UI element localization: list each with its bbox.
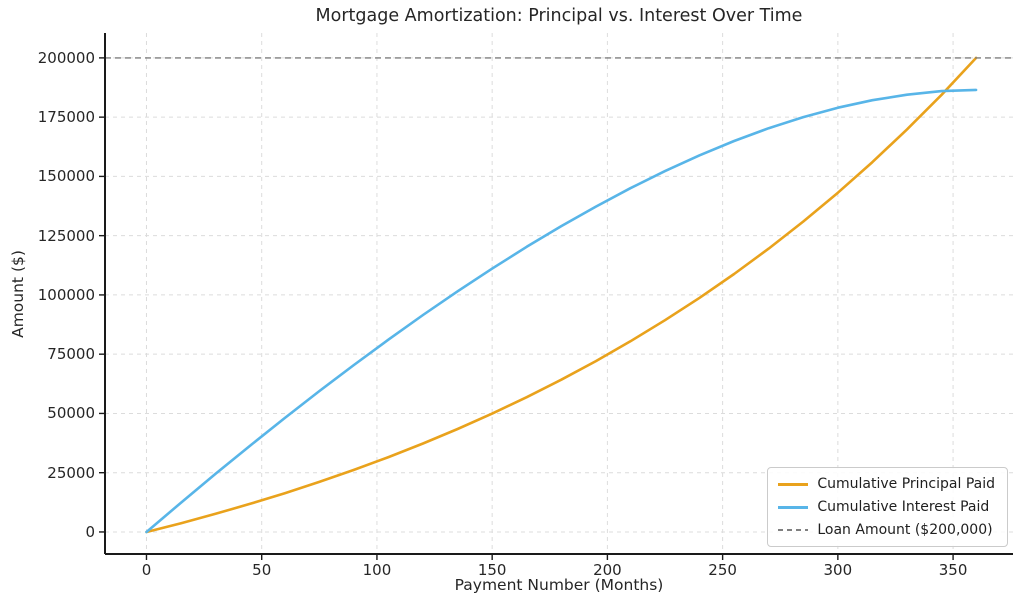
legend-label: Cumulative Principal Paid [817,476,995,492]
y-tick-label: 75000 [47,345,95,364]
legend-label: Cumulative Interest Paid [817,499,990,515]
y-tick-label: 0 [85,522,95,541]
legend-label: Loan Amount ($200,000) [817,522,993,538]
y-tick-label: 50000 [47,404,95,423]
x-axis-label: Payment Number (Months) [454,576,664,594]
x-tick-label: 100 [362,561,392,579]
y-tick-label: 150000 [37,167,95,186]
x-tick-label: 250 [708,561,737,579]
interest-line [145,88,978,534]
legend: Cumulative Principal Paid Cumulative Int… [767,467,1008,547]
x-tick-label: 300 [823,561,853,579]
y-tick-label: 200000 [37,48,95,67]
y-tick-label: 100000 [37,285,95,304]
y-tick-label: 25000 [47,463,95,482]
x-tick-label: 50 [252,561,272,579]
y-axis-label: Amount ($) [9,250,27,338]
legend-entry-loan-amount: Loan Amount ($200,000) [778,521,995,539]
principal-line-swatch-icon [778,482,809,486]
x-tick-label: 0 [141,561,152,579]
legend-entry-interest: Cumulative Interest Paid [778,498,995,516]
chart-title: Mortgage Amortization: Principal vs. Int… [315,6,803,26]
legend-entry-principal: Cumulative Principal Paid [778,475,995,493]
x-tick-label: 150 [477,561,507,579]
x-tick-label: 350 [938,561,968,579]
y-tick-label: 125000 [37,226,95,245]
y-tick-label: 175000 [37,108,95,127]
x-tick-label: 200 [593,561,622,579]
principal-line [145,56,978,534]
loan-amount-line-swatch-icon [778,529,809,531]
interest-line-swatch-icon [778,505,809,509]
